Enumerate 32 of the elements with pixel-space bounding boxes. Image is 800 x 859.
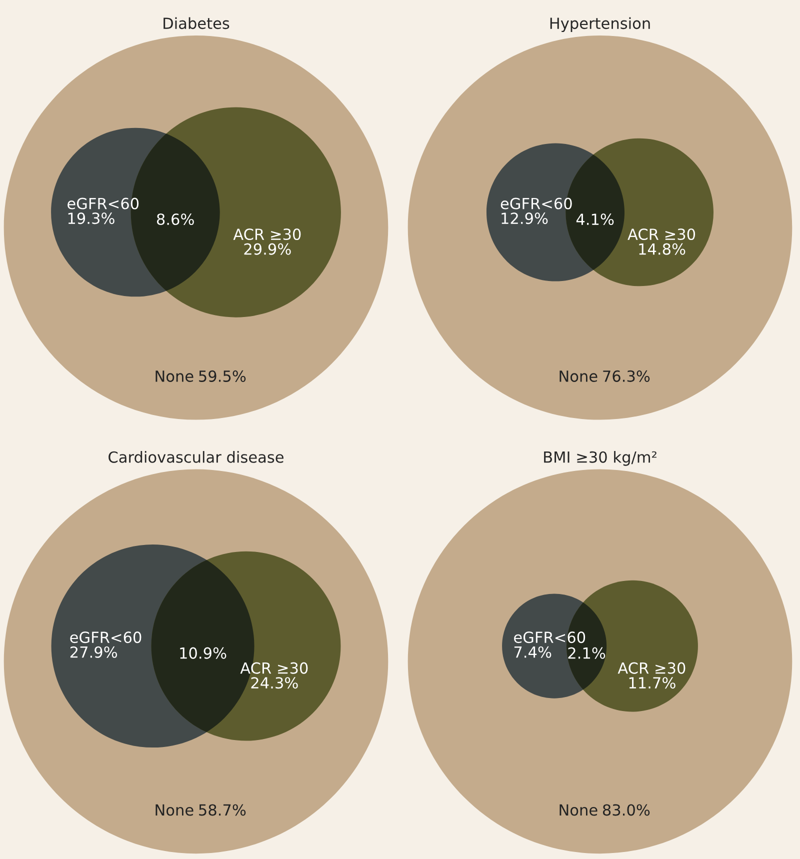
category-label: ACR ≥30	[618, 662, 686, 674]
text: BMI ≥30 kg/m²	[544, 451, 656, 466]
text: Cardiovascular disease	[108, 451, 284, 463]
text: Hypertension	[550, 17, 650, 32]
data-label: 12.9%	[502, 212, 548, 224]
data-label: 14.8%	[639, 243, 686, 255]
category-label: None	[560, 370, 598, 382]
category-label: ACR ≥30	[240, 662, 308, 674]
category-label: ACR ≥30	[233, 228, 301, 240]
category-label: ACR ≥30	[628, 228, 696, 240]
data-label: 10.9%	[180, 647, 226, 659]
data-label: 83.0%	[602, 804, 650, 816]
category-label: eGFR<60	[70, 632, 142, 644]
data-label: 7.4%	[514, 646, 552, 658]
data-label: 11.7%	[629, 677, 676, 689]
data-label: 27.9%	[70, 646, 118, 658]
category-label: None	[560, 804, 598, 816]
data-label: 4.1%	[576, 213, 614, 226]
data-label: 76.3%	[603, 370, 650, 382]
data-label: 58.7%	[199, 804, 246, 816]
category-label: eGFR<60	[500, 198, 572, 210]
data-label: 24.3%	[251, 677, 298, 689]
category-label: eGFR<60	[514, 632, 586, 644]
data-label: 2.1%	[568, 647, 606, 659]
data-label: 29.9%	[244, 243, 291, 255]
text: Diabetes	[164, 17, 230, 30]
data-label: 8.6%	[156, 213, 194, 226]
data-label: 59.5%	[199, 370, 246, 382]
category-label: eGFR<60	[68, 198, 139, 210]
data-label: 19.3%	[68, 212, 114, 224]
category-label: None	[156, 804, 194, 816]
category-label: None	[156, 370, 194, 382]
